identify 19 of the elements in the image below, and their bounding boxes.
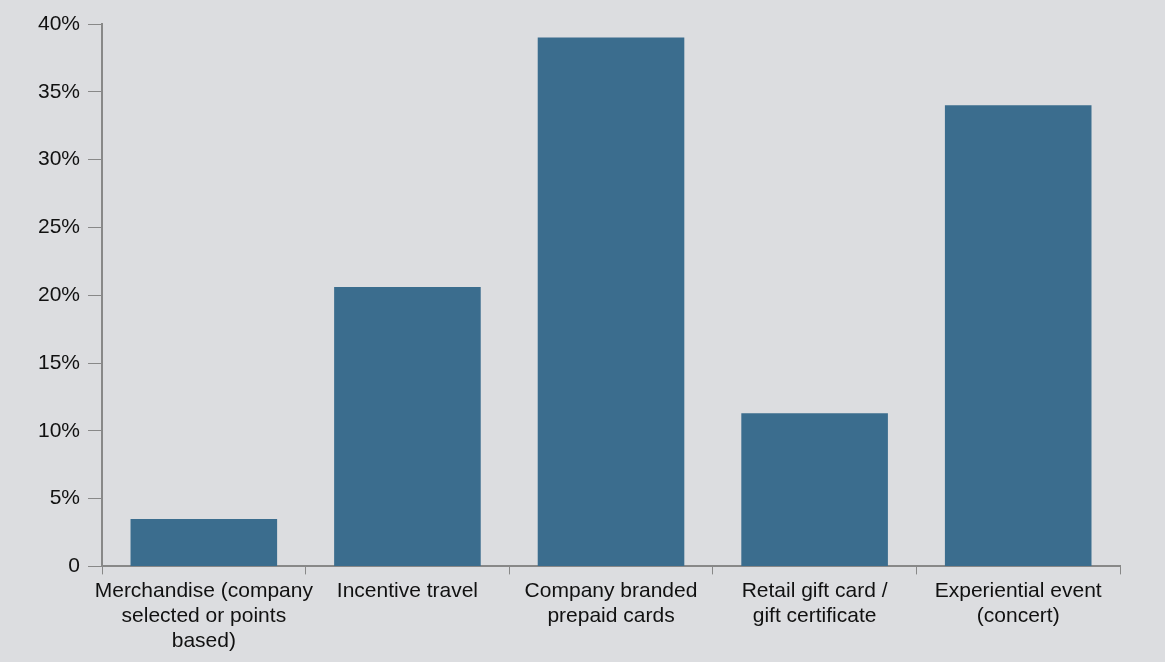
bar [944, 105, 1092, 566]
y-tick-label: 10% [38, 417, 81, 441]
x-tick-label: Merchandise (company selected or points based) [94, 577, 314, 652]
y-tick-label: 0 [68, 553, 81, 577]
bar [537, 37, 685, 566]
x-tick-label: Incentive travel [336, 577, 479, 601]
bar [130, 518, 278, 566]
bar [741, 413, 888, 566]
y-tick-label: 30% [38, 146, 81, 170]
x-tick-label: Company branded prepaid cards [524, 577, 698, 626]
y-tick-label: 15% [38, 349, 81, 373]
bar [334, 287, 481, 566]
y-tick-label: 25% [38, 214, 81, 238]
x-tick-label: Experiential event (concert) [934, 577, 1102, 626]
y-tick-label: 35% [38, 78, 81, 102]
y-tick-label: 40% [38, 10, 81, 34]
y-tick-label: 20% [38, 282, 81, 305]
y-tick-label: 5% [49, 485, 81, 509]
x-tick-label: Retail gift card / gift certificate [741, 577, 888, 626]
